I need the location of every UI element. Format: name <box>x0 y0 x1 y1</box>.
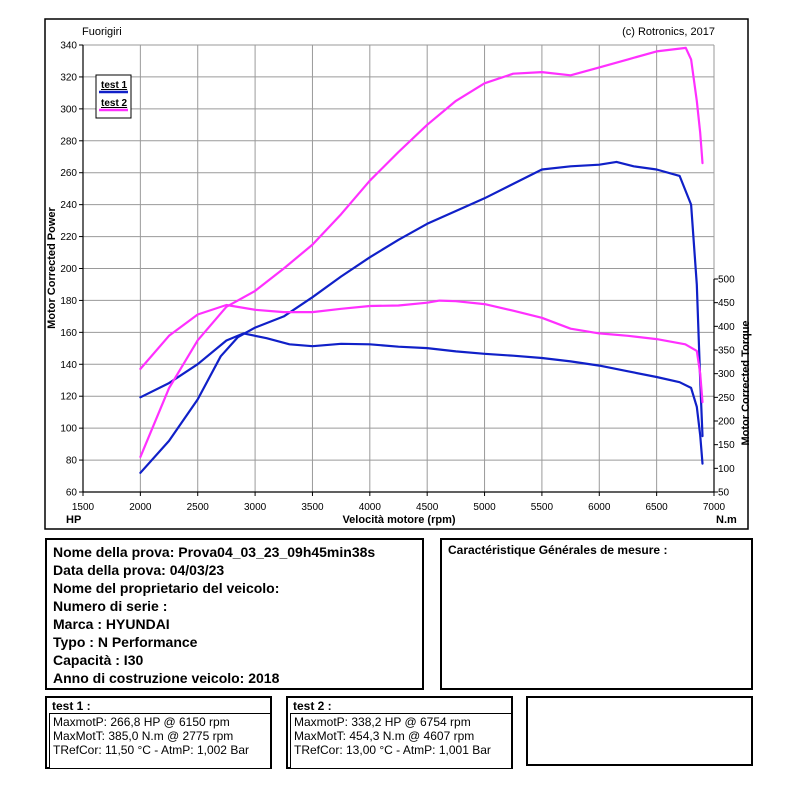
test1-inner: MaxmotP: 266,8 HP @ 6150 rpm MaxMotT: 38… <box>49 713 271 769</box>
x-tick-label: 6000 <box>588 502 611 513</box>
top-left-label: Fuorigiri <box>82 26 122 38</box>
info-line: Nome del proprietario del veicolo: <box>53 580 280 596</box>
legend-label-test2: test 2 <box>101 98 128 109</box>
y-left-tick-label: 220 <box>60 232 77 243</box>
x-tick-label: 4000 <box>359 502 382 513</box>
x-tick-label: 6500 <box>646 502 669 513</box>
y-left-tick-label: 80 <box>66 456 78 467</box>
y-left-tick-label: 280 <box>60 136 77 147</box>
measure-title: Caractéristique Générales de mesure : <box>448 543 668 557</box>
test2-title: test 2 : <box>293 699 332 713</box>
y-left-label: Motor Corrected Power <box>46 206 58 328</box>
info-box: Nome della prova: Prova04_03_23_09h45min… <box>45 538 424 690</box>
test1-line: MaxmotP: 266,8 HP @ 6150 rpm <box>53 715 230 729</box>
test1-line: MaxMotT: 385,0 N.m @ 2775 rpm <box>53 729 234 743</box>
y-right-tick-label: 450 <box>718 298 735 309</box>
y-right-label: Motor Corrected Torque <box>740 320 752 445</box>
x-tick-label: 3000 <box>244 502 267 513</box>
y-right-tick-label: 200 <box>718 417 735 428</box>
y-left-tick-label: 160 <box>60 328 77 339</box>
test1-torque-line <box>139 332 704 465</box>
info-line: Nome della prova: Prova04_03_23_09h45min… <box>53 544 376 560</box>
y-left-tick-label: 120 <box>60 392 77 403</box>
info-line: Anno di costruzione veicolo: 2018 <box>53 670 280 686</box>
y-left-tick-label: 240 <box>60 200 77 211</box>
y-right-tick-label: 100 <box>718 464 735 475</box>
y-left-tick-label: 180 <box>60 296 77 307</box>
y-right-tick-label: 250 <box>718 393 735 404</box>
y-left-tick-label: 320 <box>60 72 77 83</box>
measure-box: Caractéristique Générales de mesure : <box>440 538 753 690</box>
x-tick-label: 4500 <box>416 502 439 513</box>
info-line: Data della prova: 04/03/23 <box>53 562 225 578</box>
y-left-tick-label: 340 <box>60 41 77 52</box>
y-right-tick-label: 500 <box>718 275 735 286</box>
x-unit-left: HP <box>66 514 81 526</box>
y-right-tick-label: 50 <box>718 488 730 499</box>
x-tick-label: 2500 <box>187 502 210 513</box>
y-right-tick-label: 150 <box>718 440 735 451</box>
x-tick-label: 1500 <box>72 502 95 513</box>
empty-box <box>526 696 753 766</box>
info-line: Marca : HYUNDAI <box>53 616 170 632</box>
y-left-tick-label: 260 <box>60 168 77 179</box>
test1-line: TRefCor: 11,50 °C - AtmP: 1,002 Bar <box>53 743 249 757</box>
dyno-chart: 1500 2000 2500 3000 3500 4000 4500 5000 5500 6000… <box>44 18 752 530</box>
y-left-tick-label: 100 <box>60 424 77 435</box>
grid <box>82 44 715 493</box>
legend: test 1 test 2 <box>95 74 132 119</box>
test1-power-line <box>139 160 704 474</box>
x-tick-label: 7000 <box>703 502 726 513</box>
x-tick-label: 5000 <box>473 502 496 513</box>
y-left-tick-label: 140 <box>60 360 77 371</box>
test1-title: test 1 : <box>52 699 91 713</box>
axis-ticks: 1500 2000 2500 3000 3500 4000 4500 5000 5500 6000… <box>60 41 735 514</box>
top-right-label: (c) Rotronics, 2017 <box>622 26 715 38</box>
test2-box: test 2 : MaxmotP: 338,2 HP @ 6754 rpm Ma… <box>286 696 513 769</box>
y-left-tick-label: 200 <box>60 264 77 275</box>
chart-frame <box>44 18 749 530</box>
test2-power-line <box>139 46 704 458</box>
test2-line: TRefCor: 13,00 °C - AtmP: 1,001 Bar <box>294 743 491 757</box>
x-axis-label: Velocità motore (rpm) <box>342 514 455 526</box>
x-tick-label: 5500 <box>531 502 554 513</box>
series-layer <box>139 46 704 474</box>
x-tick-label: 3500 <box>301 502 324 513</box>
test2-line: MaxmotP: 338,2 HP @ 6754 rpm <box>294 715 471 729</box>
test2-inner: MaxmotP: 338,2 HP @ 6754 rpm MaxMotT: 45… <box>290 713 512 769</box>
test1-box: test 1 : MaxmotP: 266,8 HP @ 6150 rpm Ma… <box>45 696 272 769</box>
info-line: Typo : N Performance <box>53 634 198 650</box>
info-line: Numero di serie : <box>53 598 168 614</box>
x-unit-right: N.m <box>716 514 737 526</box>
y-left-tick-label: 300 <box>60 104 77 115</box>
y-left-tick-label: 60 <box>66 488 78 499</box>
y-right-tick-label: 350 <box>718 346 735 357</box>
test2-torque-line <box>139 299 704 404</box>
y-right-tick-label: 400 <box>718 322 735 333</box>
legend-label-test1: test 1 <box>101 80 128 91</box>
info-line: Capacità : I30 <box>53 652 144 668</box>
test2-line: MaxMotT: 454,3 N.m @ 4607 rpm <box>294 729 475 743</box>
y-right-tick-label: 300 <box>718 369 735 380</box>
x-tick-label: 2000 <box>129 502 152 513</box>
